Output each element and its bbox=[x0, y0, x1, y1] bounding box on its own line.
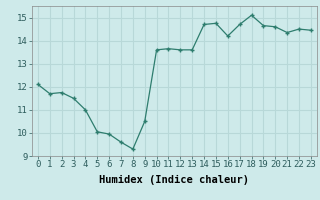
X-axis label: Humidex (Indice chaleur): Humidex (Indice chaleur) bbox=[100, 175, 249, 185]
